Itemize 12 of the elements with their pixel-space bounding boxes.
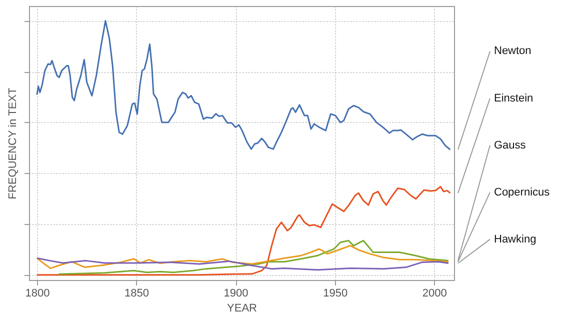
text: Newton: [494, 45, 532, 58]
x-tick-label: 1900: [224, 288, 248, 300]
text: Einstein: [494, 92, 534, 104]
x-tick-label: 2000: [422, 288, 447, 300]
x-axis-title: YEAR: [227, 302, 258, 314]
x-tick-label: 1950: [323, 288, 348, 300]
text: Gauss: [494, 139, 526, 152]
y-axis-title: FREQUENCY in TEXT: [7, 87, 19, 200]
x-tick-label: 1800: [25, 288, 50, 300]
x-tick-label: 1850: [124, 288, 149, 300]
text: Copernicus: [494, 186, 550, 198]
text: Hawking: [494, 233, 536, 246]
